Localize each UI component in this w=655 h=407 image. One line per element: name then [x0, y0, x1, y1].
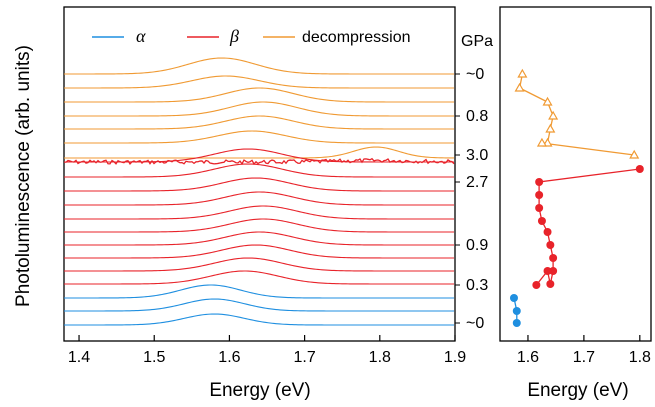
peak-marker	[509, 294, 518, 302]
peak-x-tick-label: 1.8	[629, 349, 651, 366]
spectra-y-axis-label: Photoluminescence (arb. units)	[13, 45, 34, 307]
peak-x-axis: 1.6 1.7 1.8	[517, 335, 651, 366]
peak-marker	[543, 267, 552, 275]
peak-marker	[517, 68, 528, 78]
pressure-label: 3.0	[466, 147, 488, 164]
peak-marker	[537, 217, 546, 225]
spectrum-line	[64, 115, 454, 130]
peak-marker	[542, 96, 553, 106]
pressure-label: ~0	[466, 66, 484, 83]
peak-marker	[549, 267, 558, 275]
spectrum-line	[64, 57, 454, 75]
spectrum-line	[64, 231, 454, 246]
pressure-label: 0.8	[466, 108, 488, 125]
pressure-label: 0.3	[466, 277, 488, 294]
peak-marker	[548, 110, 559, 120]
legend-label-decompression: decompression	[302, 29, 411, 46]
peak-series-line	[518, 73, 635, 156]
peak-marker	[512, 307, 521, 315]
peak-marker	[629, 149, 640, 159]
peak-marker	[546, 241, 555, 249]
peak-marker	[535, 178, 544, 186]
spectrum-line	[64, 101, 454, 117]
peak-marker	[535, 204, 544, 212]
spectra-x-tick-label: 1.5	[143, 349, 165, 366]
peak-x-tick-label: 1.6	[517, 349, 539, 366]
spectra-x-tick-label: 1.8	[369, 349, 391, 366]
spectrum-line	[64, 191, 454, 206]
peak-marker	[549, 254, 558, 262]
spectra-plot-frame	[63, 6, 456, 342]
spectrum-line	[64, 244, 454, 259]
peak-marker	[532, 281, 541, 289]
peak-marker	[535, 191, 544, 199]
spectrum-line	[64, 298, 454, 312]
peak-x-tick-label: 1.7	[573, 349, 595, 366]
legend-label-alpha: α	[136, 26, 146, 46]
legend-label-beta: β	[229, 26, 239, 46]
spectrum-line	[64, 75, 454, 89]
peak-marker	[635, 165, 644, 173]
spectrum-line	[64, 130, 454, 144]
pressure-label: ~0	[466, 315, 484, 332]
spectrum-line	[64, 284, 454, 299]
spectra-x-tick-label: 1.6	[218, 349, 240, 366]
peak-marker	[545, 123, 556, 133]
pressure-label: 2.7	[466, 174, 488, 191]
spectrum-line	[64, 270, 454, 285]
spectrum-line	[64, 313, 454, 326]
spectra-group	[63, 57, 455, 326]
spectrum-line	[64, 148, 454, 163]
peak-position-group	[509, 68, 644, 327]
pressure-labels: ~0 0.8 3.0 2.7 0.9 0.3 ~0	[455, 66, 488, 332]
peak-marker	[514, 82, 525, 92]
peak-position-plot-frame	[499, 6, 652, 342]
pressure-axis-title: GPa	[461, 33, 493, 50]
peak-marker	[512, 319, 521, 327]
peak-marker	[536, 137, 547, 147]
pressure-label: 0.9	[466, 237, 488, 254]
spectrum-line	[64, 87, 454, 103]
spectrum-line	[64, 177, 454, 192]
spectra-x-axis: 1.4 1.5 1.6 1.7 1.8 1.9	[68, 335, 466, 366]
spectrum-line	[64, 218, 454, 233]
spectrum-line	[64, 163, 454, 178]
peak-x-axis-label: Energy (eV)	[527, 380, 628, 401]
spectra-x-tick-label: 1.7	[293, 349, 315, 366]
spectra-x-axis-label: Energy (eV)	[209, 380, 310, 401]
peak-marker	[546, 280, 555, 288]
spectrum-line	[64, 257, 454, 272]
spectra-x-tick-label: 1.9	[444, 349, 466, 366]
spectra-x-tick-label: 1.4	[68, 349, 90, 366]
spectrum-line	[64, 205, 454, 220]
legend: α β decompression	[92, 26, 411, 46]
spectrum-line	[63, 157, 455, 166]
peak-marker	[543, 228, 552, 236]
spectrum-line	[64, 146, 455, 159]
